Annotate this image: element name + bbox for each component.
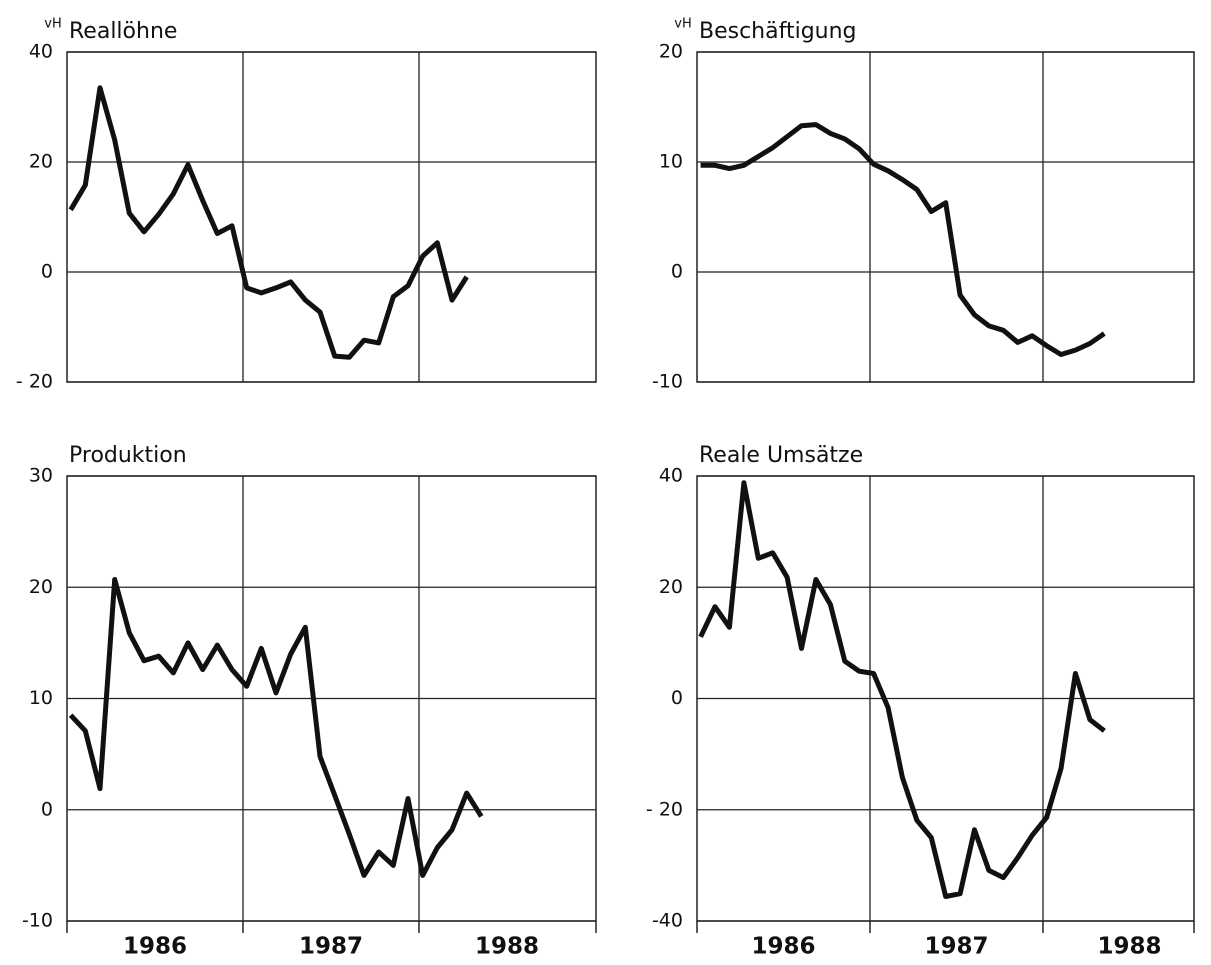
- data-line: [700, 122, 1106, 357]
- chart-title: Beschäftigung: [699, 19, 857, 44]
- y-tick-label: 20: [659, 576, 683, 598]
- chart-title: Reallöhne: [69, 19, 177, 44]
- y-tick-label: - 20: [646, 798, 683, 820]
- y-tick-label: 40: [29, 41, 53, 63]
- x-tick-label: 1988: [1097, 934, 1161, 960]
- y-tick-label: 0: [671, 261, 683, 283]
- unit-label: vH: [674, 17, 691, 32]
- data-line: [68, 85, 469, 360]
- y-tick-label: - 20: [16, 371, 53, 393]
- y-tick-label: 0: [41, 261, 53, 283]
- y-tick-label: 30: [29, 465, 53, 487]
- plot-frame: [66, 51, 597, 383]
- y-tick-label: 20: [29, 576, 53, 598]
- plot-frame: [696, 475, 1195, 922]
- x-tick-label: 1988: [475, 934, 539, 960]
- y-tick-label: -10: [652, 371, 683, 393]
- chart-title: Reale Umsätze: [699, 443, 863, 468]
- unit-label: vH: [44, 17, 61, 32]
- y-tick-label: -10: [22, 910, 53, 932]
- y-tick-label: -40: [652, 910, 683, 932]
- y-tick-label: 10: [659, 151, 683, 173]
- x-tick-label: 1987: [924, 934, 988, 960]
- x-tick-label: 1987: [299, 934, 363, 960]
- y-tick-label: 20: [659, 41, 683, 63]
- y-tick-label: 0: [41, 798, 53, 820]
- y-tick-label: 0: [671, 687, 683, 709]
- x-tick-label: 1986: [751, 934, 815, 960]
- x-tick-label: 1986: [123, 934, 187, 960]
- plot-frame: [66, 475, 597, 922]
- y-tick-label: 10: [29, 687, 53, 709]
- chart-title: Produktion: [69, 443, 187, 468]
- data-line: [68, 577, 484, 878]
- plot-frame: [696, 51, 1195, 383]
- data-line: [698, 480, 1106, 899]
- y-tick-label: 40: [659, 465, 683, 487]
- y-tick-label: 20: [29, 151, 53, 173]
